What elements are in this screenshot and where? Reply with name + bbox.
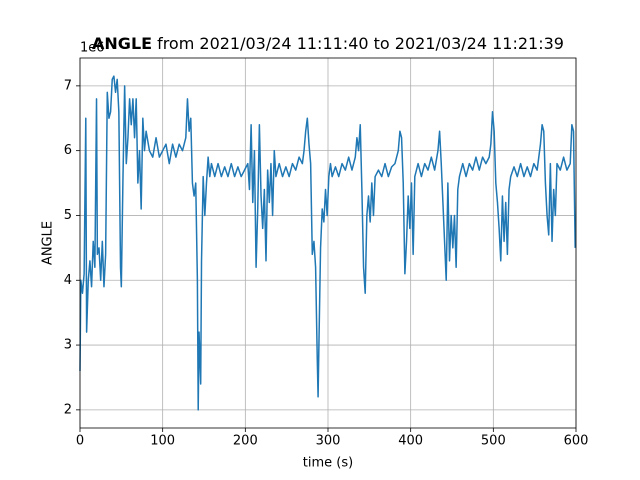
y-tick-label: 4 <box>64 273 72 288</box>
x-tick-label: 400 <box>398 434 423 449</box>
x-tick-label: 100 <box>150 434 175 449</box>
x-tick-label: 0 <box>76 434 84 449</box>
y-axis-label: ANGLE <box>41 221 56 265</box>
axes-frame <box>79 57 577 429</box>
title-rest: from 2021/03/24 11:11:40 to 2021/03/24 1… <box>157 34 564 53</box>
title-bold: ANGLE <box>92 34 152 53</box>
y-tick-label: 2 <box>64 402 72 417</box>
y-tick-label: 3 <box>64 338 72 353</box>
data-line <box>79 75 576 411</box>
chart-title: ANGLE from 2021/03/24 11:11:40 to 2021/03… <box>92 34 564 53</box>
y-tick-label: 6 <box>64 143 72 158</box>
x-tick-label: 600 <box>564 434 589 449</box>
x-tick-label: 500 <box>481 434 506 449</box>
y-tick-label: 7 <box>64 78 72 93</box>
y-tick-label: 5 <box>64 208 72 223</box>
x-axis-label: time (s) <box>303 456 353 471</box>
x-tick-label: 300 <box>316 434 341 449</box>
y-offset-label: 1e6 <box>80 41 105 56</box>
x-tick-label: 200 <box>233 434 258 449</box>
